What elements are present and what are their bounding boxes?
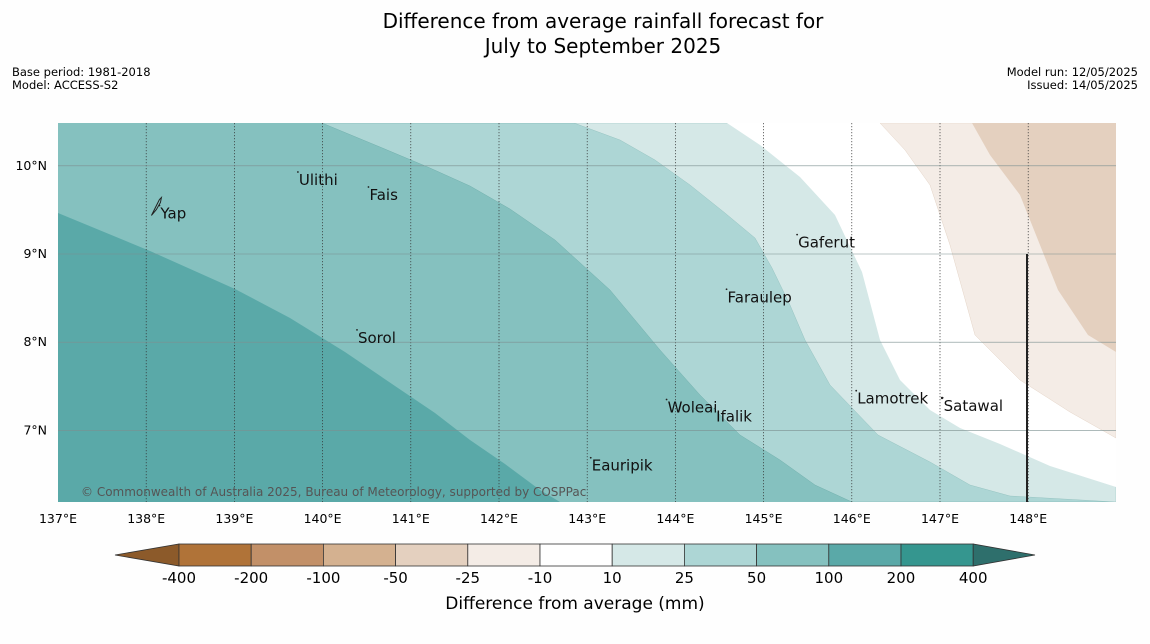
colorbar-tick-label: -100	[306, 569, 341, 587]
colorbar-tick-label: 25	[674, 569, 694, 587]
colorbar-swatch	[539, 543, 613, 567]
island-marker	[356, 328, 358, 331]
place-label: Sorol	[358, 329, 396, 347]
lon-tick-label: 137°E	[39, 511, 77, 526]
model-name: Model: ACCESS-S2	[12, 78, 119, 92]
place-label: Eauripik	[592, 457, 653, 475]
island-marker	[589, 456, 592, 459]
title-line-1: Difference from average rainfall forecas…	[382, 9, 824, 33]
colorbar-title: Difference from average (mm)	[445, 594, 705, 614]
colorbar	[114, 543, 1036, 567]
place-labels: Yap Ulithi Fais Gaferut Faraulep Sorol Lamotre…	[150, 171, 1003, 475]
island-marker	[796, 233, 799, 236]
colorbar-swatch	[322, 543, 396, 567]
lat-tick-label: 10°N	[15, 158, 47, 173]
island-marker	[725, 288, 728, 291]
islet-marker	[940, 396, 944, 400]
model-run: Model run: 12/05/2025	[1006, 65, 1138, 79]
colorbar-tick-label: 400	[958, 569, 988, 587]
band-100-200	[58, 213, 560, 502]
colorbar-swatch	[467, 543, 541, 567]
island-marker	[665, 398, 668, 401]
title-line-2: July to September 2025	[484, 34, 722, 58]
gridlines	[58, 123, 1116, 502]
chart-title: Difference from average rainfall forecas…	[0, 9, 1150, 59]
yap-island-shape	[150, 195, 163, 216]
colorbar-tick-label: -25	[455, 569, 481, 587]
issued-date: Issued: 14/05/2025	[1027, 78, 1138, 92]
colorbar-tick-label: -200	[234, 569, 269, 587]
lat-tick-label: 9°N	[23, 246, 47, 261]
colorbar-tick-label: 50	[747, 569, 767, 587]
place-label: Satawal	[944, 397, 1003, 415]
colorbar-swatch	[178, 543, 252, 567]
island-marker	[297, 171, 299, 173]
colorbar-tick-label: -400	[161, 569, 197, 587]
lon-tick-label: 148°E	[1009, 511, 1047, 526]
lon-tick-label: 144°E	[656, 511, 694, 526]
place-label: Faraulep	[728, 288, 792, 306]
place-label: Fais	[369, 186, 398, 204]
colorbar-tick-label: -10	[527, 569, 553, 587]
place-label: Yap	[159, 204, 186, 222]
colorbar-extend-low	[114, 543, 180, 567]
map-area	[58, 123, 1116, 502]
lon-tick-label: 141°E	[392, 511, 430, 526]
colorbar-tick-label: 100	[814, 569, 844, 587]
island-marker	[855, 389, 858, 392]
colorbar-tick-label: 200	[886, 569, 916, 587]
place-label: Lamotrek	[857, 390, 928, 408]
meta-left: Base period: 1981-2018 Model: ACCESS-S2	[12, 66, 151, 92]
colorbar-swatch	[395, 543, 469, 567]
colorbar-extend-high	[972, 543, 1036, 567]
colorbar-swatch	[900, 543, 974, 567]
colorbar-tick-label: 10	[602, 569, 622, 587]
lon-tick-label: 139°E	[215, 511, 253, 526]
colorbar-swatch	[828, 543, 902, 567]
island-marker	[367, 186, 370, 188]
lon-tick-label: 138°E	[127, 511, 165, 526]
copyright-text: © Commonwealth of Australia 2025, Bureau…	[81, 485, 586, 499]
lon-tick-label: 146°E	[833, 511, 871, 526]
colorbar-swatch	[250, 543, 324, 567]
colorbar-swatch	[611, 543, 685, 567]
lon-tick-label: 140°E	[304, 511, 342, 526]
lat-tick-label: 7°N	[23, 422, 47, 437]
lon-tick-label: 142°E	[480, 511, 518, 526]
lat-tick-label: 8°N	[23, 334, 47, 349]
base-period: Base period: 1981-2018	[12, 65, 151, 79]
lon-tick-label: 145°E	[745, 511, 783, 526]
lon-tick-label: 147°E	[921, 511, 959, 526]
axis-labels: 137°E 138°E 139°E 140°E 141°E 142°E 143°E 144°E…	[15, 158, 1047, 526]
colorbar-tick-label: -50	[383, 569, 408, 587]
meta-right: Model run: 12/05/2025 Issued: 14/05/2025	[1007, 66, 1138, 92]
lon-tick-label: 143°E	[568, 511, 606, 526]
place-label: Woleai	[668, 399, 718, 417]
place-label: Gaferut	[798, 234, 855, 252]
place-label: Ulithi	[299, 171, 338, 189]
colorbar-swatch	[756, 543, 830, 567]
colorbar-swatch	[684, 543, 758, 567]
island-marker	[714, 407, 716, 410]
band-minus50-minus25	[972, 123, 1116, 352]
place-label: Ifalik	[716, 407, 752, 425]
